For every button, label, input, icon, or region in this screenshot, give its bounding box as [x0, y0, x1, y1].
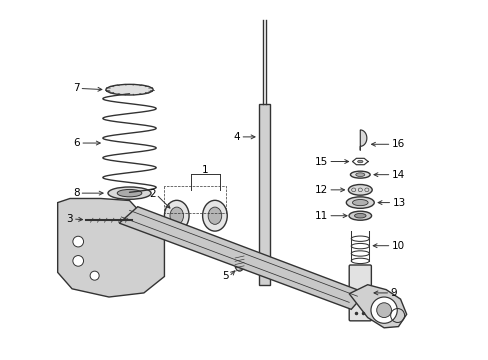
Polygon shape	[360, 130, 366, 150]
Circle shape	[376, 303, 391, 318]
Ellipse shape	[208, 207, 221, 224]
Text: 16: 16	[391, 139, 404, 149]
Ellipse shape	[164, 200, 189, 231]
Text: 13: 13	[391, 198, 405, 208]
Polygon shape	[348, 285, 406, 328]
Text: 12: 12	[314, 185, 327, 195]
Ellipse shape	[354, 213, 366, 218]
Polygon shape	[58, 198, 164, 297]
Text: 9: 9	[389, 288, 396, 298]
Circle shape	[73, 236, 83, 247]
Text: 3: 3	[66, 214, 73, 224]
Ellipse shape	[346, 197, 373, 208]
Text: 1: 1	[202, 165, 208, 175]
Circle shape	[90, 271, 99, 280]
Text: 11: 11	[314, 211, 327, 221]
Text: 6: 6	[74, 138, 80, 148]
FancyBboxPatch shape	[258, 104, 269, 285]
Text: 10: 10	[391, 241, 404, 251]
Ellipse shape	[106, 84, 153, 95]
Ellipse shape	[357, 160, 362, 163]
Ellipse shape	[350, 171, 369, 178]
Circle shape	[73, 256, 83, 266]
Ellipse shape	[347, 185, 371, 195]
Ellipse shape	[108, 187, 151, 199]
Text: 7: 7	[73, 84, 79, 94]
Polygon shape	[119, 207, 365, 309]
Ellipse shape	[202, 200, 227, 231]
Ellipse shape	[117, 189, 142, 197]
Text: 4: 4	[233, 132, 240, 142]
Ellipse shape	[170, 207, 183, 224]
Ellipse shape	[352, 199, 367, 206]
FancyBboxPatch shape	[76, 217, 88, 224]
Ellipse shape	[355, 173, 364, 176]
Text: 14: 14	[391, 170, 404, 180]
Text: 15: 15	[314, 157, 327, 167]
Text: 5: 5	[222, 271, 228, 282]
Circle shape	[370, 297, 396, 323]
Text: 2: 2	[149, 189, 156, 199]
Ellipse shape	[348, 211, 371, 220]
Ellipse shape	[235, 259, 244, 271]
FancyBboxPatch shape	[348, 265, 370, 321]
Text: 8: 8	[73, 188, 79, 198]
